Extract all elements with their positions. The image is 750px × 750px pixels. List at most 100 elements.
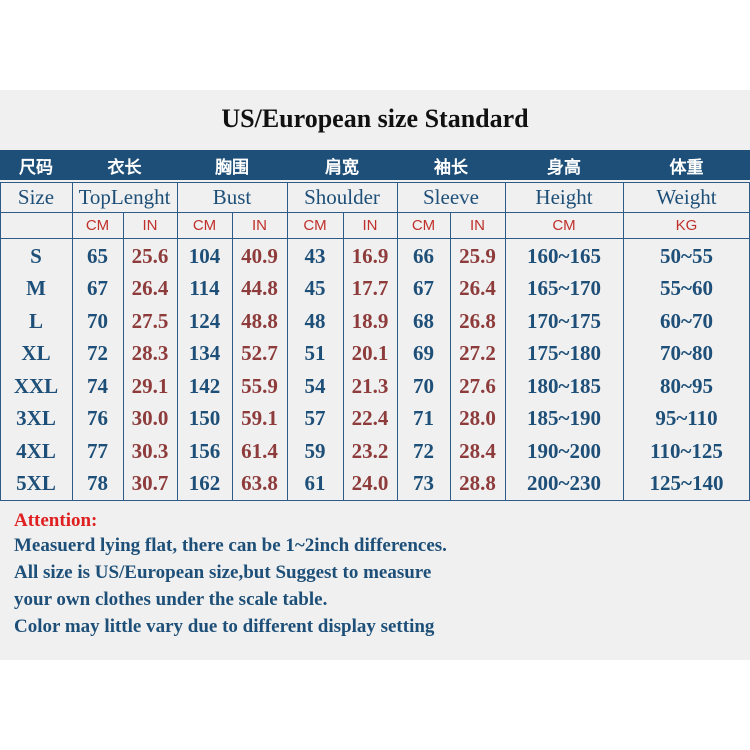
unit: IN (470, 216, 485, 234)
value: 26.4 (459, 276, 496, 301)
attention-line: All size is US/European size,but Suggest… (14, 562, 432, 583)
value: 28.0 (459, 406, 496, 431)
attention-label: Attention: (14, 510, 98, 531)
value: 71 (413, 406, 434, 431)
value: 150 (188, 406, 221, 431)
size-label: 5XL (16, 471, 56, 496)
en-header: Height (535, 184, 593, 209)
value: 73 (413, 471, 434, 496)
size-label: M (26, 276, 46, 301)
attention-line: your own clothes under the scale table. (14, 589, 328, 610)
grid-line (397, 182, 398, 500)
value: 50~55 (660, 243, 713, 268)
value: 30.7 (131, 471, 169, 496)
value: 70~80 (660, 341, 713, 366)
value: 162 (188, 471, 221, 496)
value: 27.2 (459, 341, 496, 366)
grid-line (0, 238, 750, 239)
value: 61 (304, 471, 326, 496)
value: 60~70 (660, 308, 713, 333)
value: 68 (413, 308, 434, 333)
value: 66 (413, 243, 434, 268)
zh-header: 尺码 (19, 157, 53, 178)
value: 110~125 (650, 438, 723, 463)
en-header: TopLenght (78, 184, 171, 209)
value: 80~95 (660, 373, 713, 398)
value: 30.0 (131, 406, 169, 431)
value: 25.9 (459, 243, 496, 268)
size-label: 4XL (16, 438, 56, 463)
unit: CM (552, 216, 576, 234)
value: 76 (87, 406, 108, 431)
value: 55.9 (241, 373, 278, 398)
value: 23.2 (351, 438, 389, 463)
value: 48 (304, 308, 326, 333)
header-bar (0, 150, 750, 180)
value: 124 (188, 308, 221, 333)
value: 69 (413, 341, 434, 366)
unit: CM (192, 216, 217, 234)
grid-line (0, 182, 1, 500)
value: 28.8 (459, 471, 496, 496)
value: 18.9 (351, 308, 389, 333)
value: 57 (304, 406, 326, 431)
title: US/European size Standard (221, 104, 529, 133)
value: 28.3 (131, 341, 169, 366)
value: 160~165 (527, 243, 601, 268)
value: 200~230 (527, 471, 601, 496)
value: 54 (304, 373, 326, 398)
value: 43 (304, 243, 326, 268)
grid-line (343, 212, 344, 500)
value: 27.5 (131, 308, 169, 333)
size-label: L (28, 308, 43, 333)
value: 16.9 (351, 243, 389, 268)
grid-line (0, 212, 750, 213)
value: 40.9 (241, 243, 278, 268)
en-header: Bust (212, 184, 252, 209)
value: 142 (188, 373, 221, 398)
grid-line (0, 500, 750, 501)
value: 59 (304, 438, 326, 463)
value: 65 (87, 243, 108, 268)
value: 125~140 (649, 471, 724, 496)
value: 21.3 (351, 373, 389, 398)
zh-header: 袖长 (434, 157, 468, 178)
panel (0, 90, 750, 660)
value: 165~170 (527, 276, 601, 301)
grid-line (123, 212, 124, 500)
value: 72 (413, 438, 434, 463)
value: 170~175 (527, 308, 601, 333)
value: 78 (87, 471, 108, 496)
value: 104 (188, 243, 221, 268)
value: 51 (304, 341, 326, 366)
value: 70 (87, 308, 108, 333)
grid-line (623, 182, 624, 500)
value: 26.4 (131, 276, 169, 301)
value: 44.8 (241, 276, 278, 301)
value: 55~60 (660, 276, 713, 301)
value: 72 (87, 341, 108, 366)
zh-header: 肩宽 (325, 157, 359, 178)
value: 74 (87, 373, 108, 398)
value: 67 (413, 276, 434, 301)
value: 20.1 (351, 341, 389, 366)
size-label: XL (21, 341, 51, 366)
value: 27.6 (459, 373, 496, 398)
grid-line (72, 182, 73, 500)
en-header: Weight (656, 184, 717, 209)
value: 185~190 (527, 406, 601, 431)
value: 24.0 (351, 471, 389, 496)
size-label: 3XL (16, 406, 56, 431)
value: 61.4 (241, 438, 278, 463)
value: 63.8 (241, 471, 278, 496)
unit: KG (675, 216, 698, 234)
value: 26.8 (459, 308, 496, 333)
value: 114 (189, 276, 220, 301)
zh-header: 体重 (669, 157, 704, 178)
value: 17.7 (351, 276, 389, 301)
size-label: XXL (13, 373, 59, 398)
en-header: Sleeve (423, 184, 479, 209)
attention-line: Color may little vary due to different d… (14, 616, 435, 637)
zh-header: 身高 (547, 157, 581, 178)
value: 59.1 (241, 406, 278, 431)
